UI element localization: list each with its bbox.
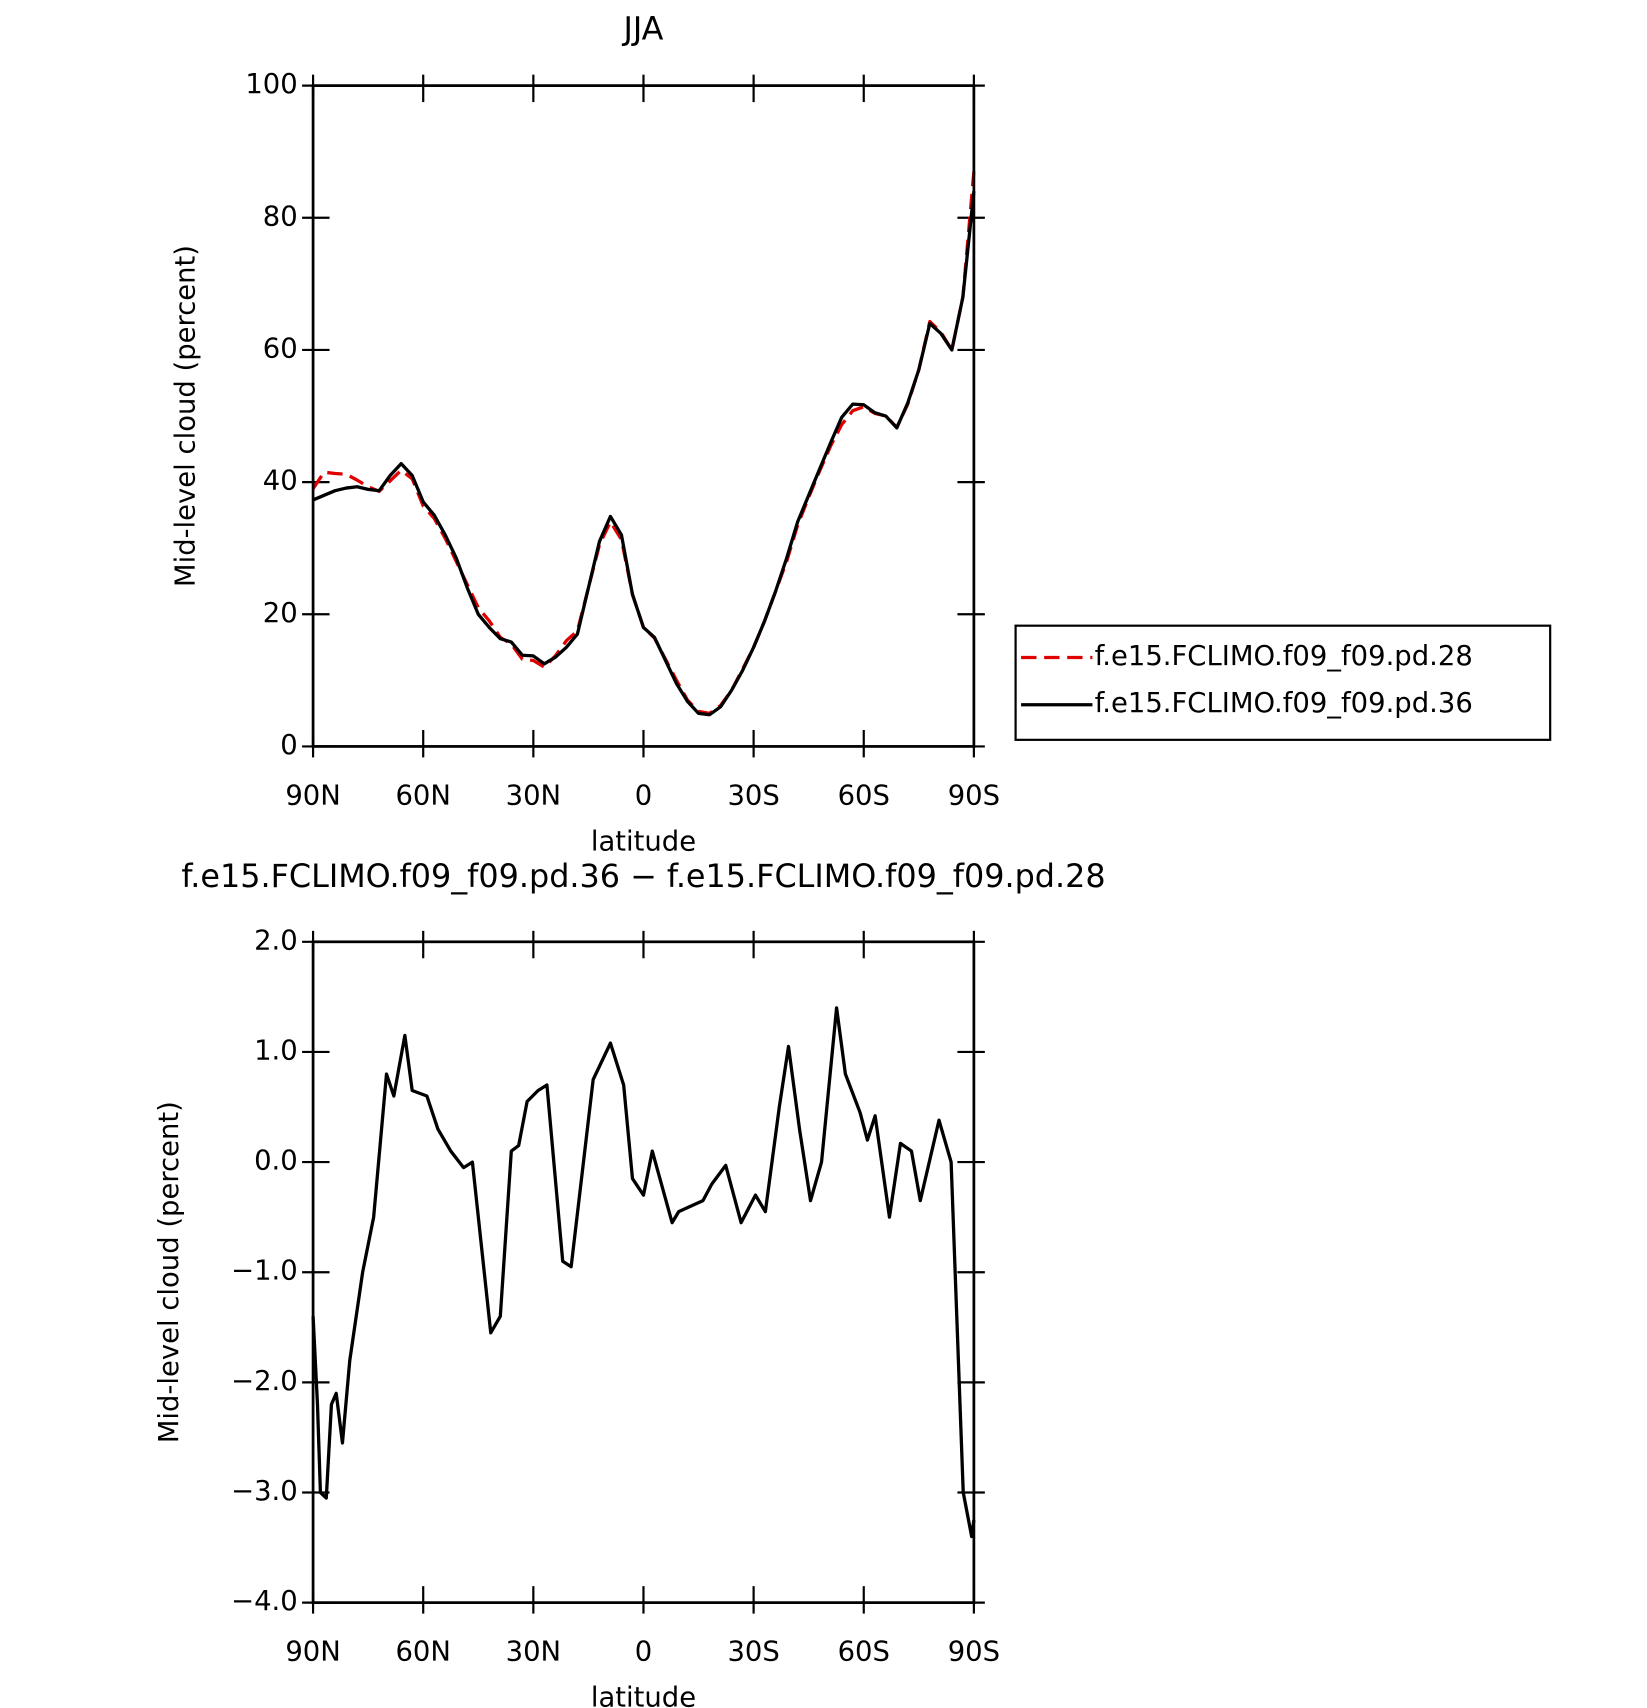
plot-frame — [311, 84, 976, 748]
y-tick-label: 0.0 — [254, 1146, 298, 1177]
x-axis-label: latitude — [591, 827, 696, 858]
x-tick-label: 30S — [727, 780, 779, 811]
y-tick-label: 2.0 — [254, 925, 298, 956]
data-line — [312, 191, 976, 717]
y-tick-label: −1.0 — [231, 1256, 298, 1287]
legend-label: f.e15.FCLIMO.f09_f09.pd.28 — [1095, 641, 1473, 672]
x-tick-label: 0 — [635, 780, 652, 811]
y-tick-label: 20 — [263, 598, 298, 629]
chart-title: JJA — [621, 10, 663, 48]
x-tick-label: 0 — [635, 1637, 652, 1668]
y-tick-label: −3.0 — [231, 1476, 298, 1507]
y-tick-label: −4.0 — [231, 1586, 298, 1617]
y-tick-label: 100 — [245, 69, 297, 100]
legend-box — [1014, 624, 1552, 741]
legend-label: f.e15.FCLIMO.f09_f09.pd.36 — [1095, 688, 1473, 719]
x-tick-label: 60N — [395, 780, 450, 811]
data-line — [311, 171, 976, 716]
y-axis-label: Mid-level cloud (percent) — [154, 1101, 185, 1443]
x-tick-label: 90N — [285, 780, 340, 811]
x-tick-label: 60N — [395, 1637, 450, 1668]
x-tick-label: 60S — [838, 780, 890, 811]
y-axis-label: Mid-level cloud (percent) — [170, 245, 201, 587]
y-tick-label: 60 — [263, 333, 298, 364]
x-tick-label: 90N — [285, 1637, 340, 1668]
data-line — [311, 1006, 976, 1539]
x-tick-label: 30N — [506, 780, 561, 811]
y-tick-label: 40 — [263, 466, 298, 497]
x-tick-label: 30S — [727, 1637, 779, 1668]
y-tick-label: −2.0 — [231, 1366, 298, 1397]
x-tick-label: 60S — [838, 1637, 890, 1668]
x-tick-label: 90S — [948, 780, 1000, 811]
x-axis-label: latitude — [591, 1683, 696, 1708]
x-tick-label: 90S — [948, 1637, 1000, 1668]
y-tick-label: 80 — [263, 201, 298, 232]
plot-frame — [311, 940, 976, 1604]
x-tick-label: 30N — [506, 1637, 561, 1668]
y-tick-label: 0 — [280, 730, 297, 761]
y-tick-label: 1.0 — [254, 1035, 298, 1066]
chart-title: f.e15.FCLIMO.f09_f09.pd.36 − f.e15.FCLIM… — [181, 857, 1105, 895]
